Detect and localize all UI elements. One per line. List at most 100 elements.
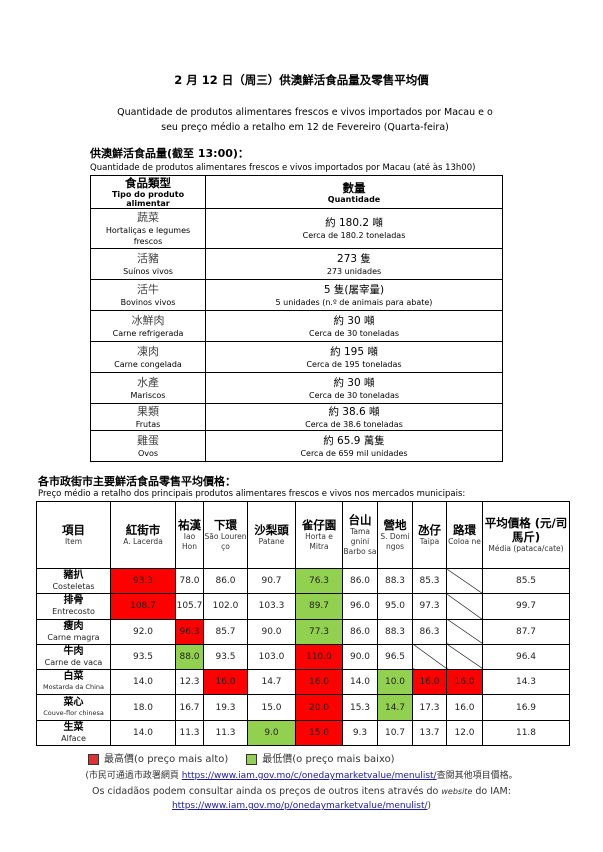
price-cell: 105.7	[175, 593, 204, 620]
food-type: 雞蛋 Ovos	[90, 430, 206, 462]
price-cell: 16.0	[295, 669, 343, 696]
average-price: 16.9	[482, 694, 570, 721]
price-cell: 86.0	[342, 567, 378, 595]
price-cell: 14.0	[110, 719, 176, 747]
price-cell: 16.0	[446, 669, 483, 696]
average-price: 14.3	[482, 669, 570, 696]
price-row: 白菜 Mostarda da China 14.0 12.3 16.0 14.7 16.0 1…	[36, 669, 570, 696]
price-cell: 16.0	[446, 694, 483, 721]
legend-low: 最低價(o preço mais baixo)	[246, 750, 395, 765]
col-header: 雀仔園 Horta e Mitra	[295, 501, 343, 569]
price-cell: 15.3	[342, 694, 378, 721]
price-cell: 85.7	[203, 618, 248, 645]
price-cell: 13.7	[412, 719, 447, 747]
item-name: 豬扒 Costeletas	[36, 567, 111, 595]
price-row: 生菜 Alface 14.0 11.3 11.3 9.0 15.0 9.3 10.7 13.7 12…	[36, 719, 570, 747]
col-type: 食品類型 Tipo do produto alimentar	[90, 175, 206, 209]
price-cell: 16.0	[203, 669, 248, 696]
price-cell: 76.3	[295, 567, 343, 595]
supply-table: 食品類型 Tipo do produto alimentar 數量 Quantida…	[90, 175, 503, 462]
link-pt[interactable]: https://www.iam.gov.mo/p/onedaymarketval…	[171, 801, 428, 811]
price-cell: 19.3	[203, 694, 248, 721]
price-cell: 92.0	[110, 618, 176, 645]
price-cell: 90.7	[247, 567, 296, 595]
price-cell: 95.0	[377, 593, 413, 620]
legend-high: 最高價(o preço mais alto)	[88, 750, 228, 765]
price-cell-na	[446, 618, 483, 645]
price-cell: 93.5	[203, 643, 248, 671]
col-header: 營地 S. Domi ngos	[377, 501, 413, 569]
col-header: 氹仔 Taipa	[412, 501, 447, 569]
col-header: 沙梨頭 Patane	[247, 501, 296, 569]
price-cell: 88.3	[377, 618, 413, 645]
price-cell: 96.0	[342, 593, 378, 620]
col-header: 祐漢 Iao Hon	[175, 501, 204, 569]
supply-row: 活豬 Suínos vivos 273 隻 273 unidades	[90, 248, 503, 280]
footer-note-zh: (市民可通過市政署網頁 https://www.iam.gov.mo/c/one…	[85, 771, 518, 781]
price-cell: 108.7	[110, 593, 176, 620]
price-cell: 97.3	[412, 593, 447, 620]
food-type: 冰鮮肉 Carne refrigerada	[90, 310, 206, 342]
price-cell: 96.5	[377, 643, 413, 671]
price-cell: 14.7	[247, 669, 296, 696]
link-zh[interactable]: https://www.iam.gov.mo/c/onedaymarketval…	[181, 771, 437, 781]
price-cell: 15.0	[295, 719, 343, 747]
price-cell: 10.7	[377, 719, 413, 747]
supply-row: 蔬菜 Hortaliças e legumes frescos 約 180.2 噸…	[90, 208, 503, 249]
price-cell: 103.3	[247, 593, 296, 620]
price-cell: 11.3	[175, 719, 204, 747]
item-name: 白菜 Mostarda da China	[36, 669, 111, 696]
price-row: 菜心 Couve-flor chinesa 18.0 16.7 19.3 15.0 20.0…	[36, 694, 570, 721]
price-cell: 103.0	[247, 643, 296, 671]
item-name: 瘦肉 Carne magra	[36, 618, 111, 645]
food-quantity: 5 隻(屠宰量) 5 unidades (n.º de animais para …	[205, 279, 503, 311]
item-name: 排骨 Entrecosto	[36, 593, 111, 620]
col-header: 紅街市 A. Lacerda	[110, 501, 176, 569]
item-name: 牛肉 Carne de vaca	[36, 643, 111, 671]
average-price: 87.7	[482, 618, 570, 645]
col-header: 項目 Item	[36, 501, 111, 569]
food-type: 凍肉 Carne congelada	[90, 341, 206, 373]
food-type: 水產 Mariscos	[90, 372, 206, 404]
average-price: 11.8	[482, 719, 570, 747]
legend: 最高價(o preço mais alto) 最低價(o preço mais …	[88, 750, 395, 765]
supply-subheading: Quantidade de produtos alimentares fresc…	[90, 163, 476, 173]
price-cell: 17.3	[412, 694, 447, 721]
price-cell: 88.0	[175, 643, 204, 671]
price-cell: 89.7	[295, 593, 343, 620]
price-cell: 20.0	[295, 694, 343, 721]
price-cell: 88.3	[377, 567, 413, 595]
price-row: 豬扒 Costeletas 93.3 78.0 86.0 90.7 76.3 86.0 88.3…	[36, 567, 570, 595]
food-type: 活豬 Suínos vivos	[90, 248, 206, 280]
price-row: 牛肉 Carne de vaca 93.5 88.0 93.5 103.0 110.0 90.…	[36, 643, 570, 671]
price-cell: 90.0	[342, 643, 378, 671]
item-name: 生菜 Alface	[36, 719, 111, 747]
page-title: 2 月 12 日（周三）供澳鮮活食品量及零售平均價	[174, 73, 429, 87]
supply-row: 果類 Frutas 約 38.6 噸 Cerca de 38.6 toneladas	[90, 403, 503, 431]
food-quantity: 約 180.2 噸 Cerca de 180.2 toneladas	[205, 208, 503, 249]
col-header: 平均價格 (元/司馬斤) Média (pataca/cate)	[482, 501, 570, 569]
price-cell-na	[446, 593, 483, 620]
high-swatch	[88, 753, 99, 765]
price-cell: 18.0	[110, 694, 176, 721]
price-cell: 11.3	[203, 719, 248, 747]
food-quantity: 約 30 噸 Cerca de 30 toneladas	[205, 372, 503, 404]
low-swatch	[246, 753, 258, 765]
prices-heading: 各市政街市主要鮮活食品零售平均價格：	[38, 475, 236, 488]
price-cell: 16.0	[412, 669, 447, 696]
price-cell: 86.0	[342, 618, 378, 645]
price-cell: 9.3	[342, 719, 378, 747]
price-cell: 12.3	[175, 669, 204, 696]
food-quantity: 約 38.6 噸 Cerca de 38.6 toneladas	[205, 403, 503, 431]
price-cell: 10.0	[377, 669, 413, 696]
price-cell: 86.3	[412, 618, 447, 645]
supply-row: 活牛 Bovinos vivos 5 隻(屠宰量) 5 unidades (n.º …	[90, 279, 503, 311]
price-cell: 93.3	[110, 567, 176, 595]
price-cell: 96.3	[175, 618, 204, 645]
price-cell: 15.0	[247, 694, 296, 721]
col-header: 台山 Tama gnini Barbo sa	[342, 501, 378, 569]
col-header: 下環 São Louren ço	[203, 501, 248, 569]
price-cell: 85.3	[412, 567, 447, 595]
price-cell: 86.0	[203, 567, 248, 595]
col-header: 路環 Coloa ne	[446, 501, 483, 569]
